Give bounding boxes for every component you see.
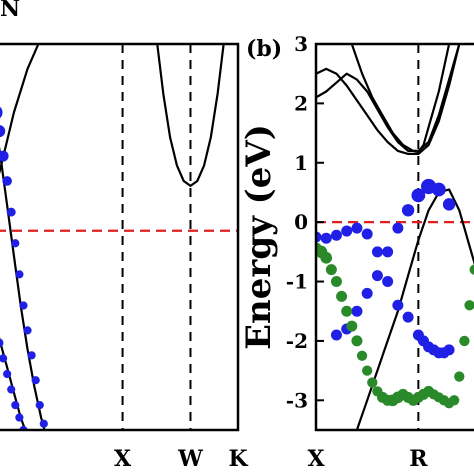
projection-point bbox=[0, 125, 6, 138]
projection-blue-point bbox=[320, 232, 332, 244]
projection-blue-point bbox=[402, 311, 414, 323]
projection-point bbox=[23, 326, 32, 335]
projection-green-point bbox=[330, 276, 342, 288]
kpoint-label: X bbox=[307, 446, 325, 472]
projection-green-point bbox=[346, 320, 358, 332]
projection-blue-point bbox=[382, 276, 394, 288]
projection-blue-point bbox=[330, 329, 342, 341]
projection-point bbox=[0, 106, 3, 119]
y-tick-label: -2 bbox=[286, 329, 308, 353]
projection-point bbox=[11, 400, 20, 410]
band-line-1 bbox=[156, 44, 225, 187]
panel-b-band-plot: X R 3 2 1 0 -1 -2 -3 (b) Energy (eV) bbox=[239, 32, 474, 472]
projection-green-point bbox=[449, 395, 460, 406]
projection-blue-point bbox=[443, 344, 455, 356]
panel-a-band-plot: X W K N bbox=[0, 0, 248, 472]
plot-frame bbox=[314, 42, 474, 432]
y-tick-label: 3 bbox=[294, 32, 308, 56]
band-line-0 bbox=[316, 44, 461, 155]
projection-blue-point bbox=[316, 231, 322, 243]
projection-point bbox=[23, 438, 31, 446]
projection-green-point bbox=[464, 300, 474, 311]
projection-point bbox=[31, 376, 40, 385]
projection-blue-point bbox=[361, 228, 373, 240]
y-tick-label: 1 bbox=[294, 151, 308, 175]
projection-blue-point bbox=[351, 222, 363, 234]
kpoint-label: W bbox=[177, 446, 203, 472]
projection-point bbox=[11, 239, 20, 248]
projection-green-point bbox=[351, 335, 363, 347]
projection-blue-point bbox=[330, 229, 342, 241]
band-line-3 bbox=[355, 188, 474, 430]
projection-blue-point bbox=[361, 287, 373, 299]
projection-green-point bbox=[320, 251, 333, 264]
projection-blue-point bbox=[401, 204, 415, 217]
y-tick-label: -3 bbox=[286, 388, 308, 412]
projection-blue-point bbox=[431, 182, 446, 197]
projection-blue-point bbox=[371, 246, 383, 258]
projection-green-point bbox=[325, 264, 337, 276]
projection-green-point bbox=[469, 264, 474, 275]
projection-point bbox=[3, 369, 12, 379]
band-line-2 bbox=[350, 44, 451, 154]
panel-title-fragment: N bbox=[0, 0, 20, 22]
plot-frame bbox=[0, 42, 240, 432]
y-tick-label: -1 bbox=[286, 270, 308, 294]
projection-point bbox=[6, 207, 16, 217]
y-tick-label: 0 bbox=[294, 210, 308, 234]
projection-point bbox=[15, 270, 24, 279]
projection-blue-point bbox=[351, 305, 363, 317]
panel-label: (b) bbox=[246, 36, 282, 62]
projection-blue-point bbox=[341, 225, 353, 237]
kpoint-label: R bbox=[409, 446, 428, 472]
projection-blue-point bbox=[382, 246, 394, 258]
projection-point bbox=[35, 400, 44, 410]
projection-point bbox=[0, 354, 8, 363]
projection-point bbox=[27, 351, 36, 360]
projection-point bbox=[0, 338, 4, 348]
projection-point bbox=[7, 385, 16, 394]
projection-green-point bbox=[336, 290, 348, 302]
projection-blue-point bbox=[442, 198, 456, 211]
band-line-0 bbox=[0, 44, 40, 175]
projection-blue-point bbox=[392, 299, 404, 311]
projection-blue-point bbox=[411, 188, 426, 203]
projection-green-point bbox=[356, 350, 368, 361]
y-tick-label: 2 bbox=[294, 91, 308, 115]
kpoint-label: K bbox=[228, 446, 248, 472]
projection-blue-point bbox=[371, 270, 383, 282]
plot-area bbox=[316, 44, 474, 430]
projection-green-point bbox=[362, 365, 373, 376]
projection-point bbox=[2, 176, 12, 186]
kpoint-label: X bbox=[114, 446, 132, 472]
projection-green-point bbox=[367, 377, 378, 388]
projection-green-point bbox=[459, 335, 470, 347]
projection-point bbox=[15, 413, 24, 422]
y-axis-title: Energy (eV) bbox=[239, 124, 279, 350]
projection-point bbox=[19, 301, 28, 310]
projection-green-point bbox=[341, 305, 353, 317]
projection-point bbox=[0, 150, 9, 162]
projection-blue-point bbox=[392, 222, 404, 234]
projection-point bbox=[39, 419, 48, 428]
projection-green-point bbox=[454, 371, 465, 382]
band-line-1 bbox=[316, 44, 461, 152]
plot-area bbox=[0, 44, 238, 446]
